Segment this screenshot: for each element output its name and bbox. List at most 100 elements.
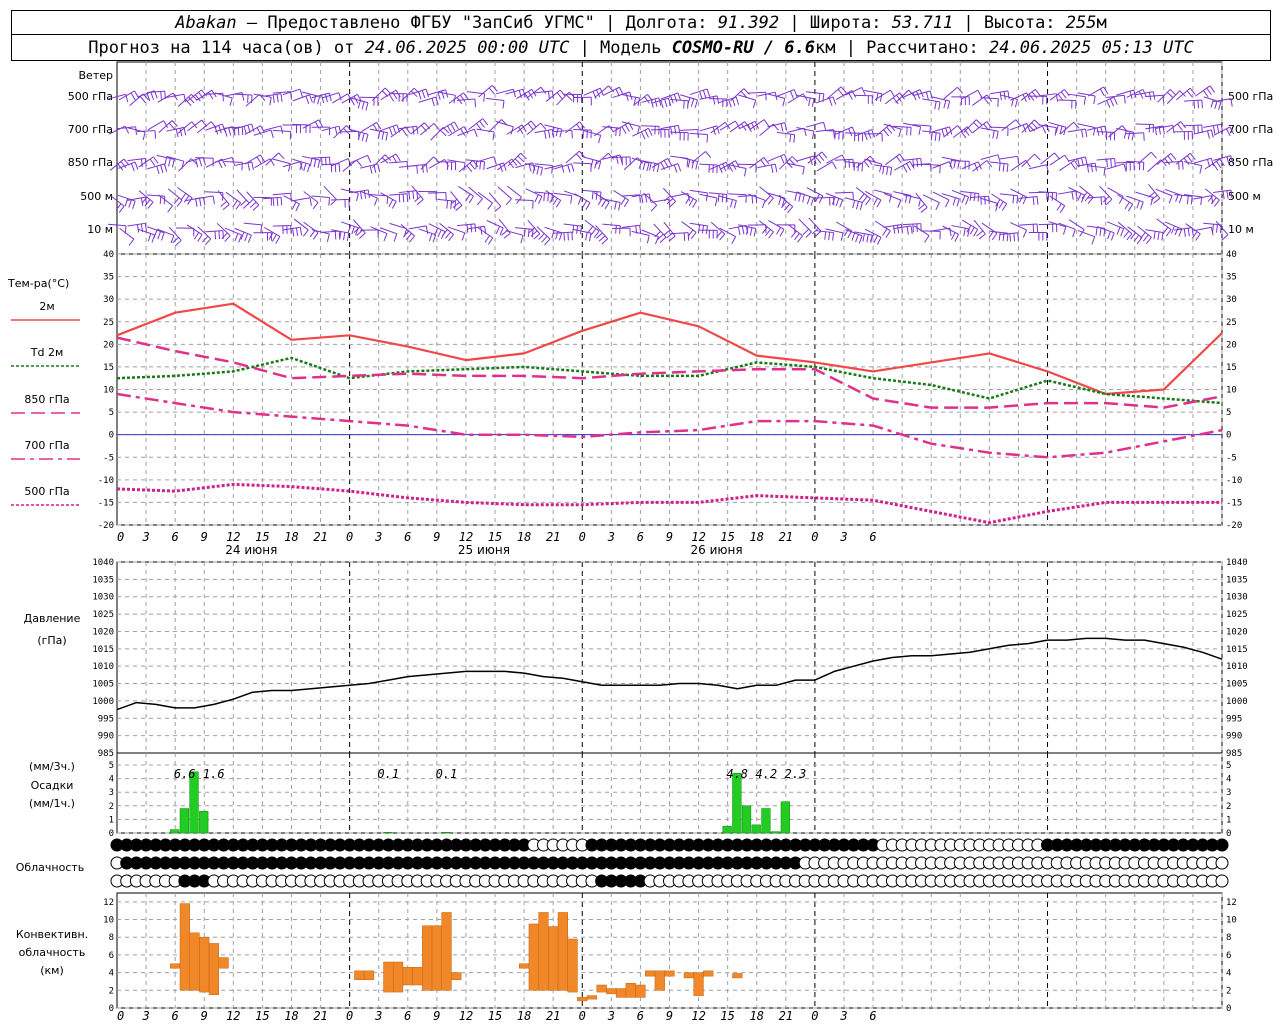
wind-barb-feather	[278, 152, 285, 160]
x-tick-label: 9	[433, 530, 440, 544]
wind-barb	[127, 196, 146, 201]
wind-barb-feather	[596, 89, 601, 98]
wind-barb-feather	[318, 119, 324, 128]
wind-barb-feather	[1187, 228, 1190, 237]
wind-barb-feather	[789, 158, 796, 166]
wind-barb-feather	[1146, 237, 1152, 244]
wind-barb-feather	[1140, 201, 1144, 210]
wind-barb-feather	[973, 122, 980, 129]
wind-barb-feather	[640, 131, 646, 140]
wind-barb-feather	[343, 127, 350, 135]
wind-barb	[311, 156, 330, 159]
wind-barb-feather	[314, 121, 320, 130]
convective-bar	[179, 903, 190, 991]
wind-barb-feather	[377, 163, 381, 172]
wind-barb	[418, 228, 436, 236]
wind-barb-feather	[555, 200, 562, 208]
wind-barb-feather	[1183, 157, 1190, 165]
wind-barb	[371, 87, 386, 101]
wind-barb	[330, 198, 349, 201]
wind-barb-feather	[1001, 203, 1008, 211]
wind-barb	[621, 121, 640, 127]
wind-barb	[1154, 124, 1173, 129]
wind-barb-feather	[673, 164, 678, 173]
wind-barb-feather	[309, 230, 316, 238]
temperature-legend-label: 500 гПа	[24, 485, 69, 498]
wind-barb	[282, 161, 301, 168]
wind-barb	[1001, 119, 1017, 132]
wind-barb	[595, 225, 609, 240]
wind-barb	[524, 162, 543, 169]
wind-barb	[109, 194, 125, 207]
wind-barb	[187, 119, 203, 132]
wind-barb-feather	[677, 163, 682, 172]
wind-barb-feather	[873, 235, 878, 243]
wind-barb-feather	[326, 233, 330, 242]
wind-barb-feather	[476, 123, 482, 131]
wind-barb-feather	[1230, 98, 1233, 107]
wind-barb-feather	[369, 165, 373, 174]
wind-barb	[1010, 188, 1027, 198]
wind-barb-feather	[128, 238, 135, 246]
wind-barb	[641, 160, 660, 165]
wind-barb-feather	[811, 98, 815, 107]
convective-ytick-right: 8	[1226, 933, 1231, 943]
wind-barb-feather	[482, 118, 489, 126]
wind-barb-feather	[890, 167, 893, 176]
wind-barb-feather	[965, 196, 970, 205]
wind-barb-feather	[493, 156, 497, 165]
wind-barb	[651, 158, 668, 168]
convective-bar	[199, 936, 210, 993]
wind-barb-feather	[1100, 196, 1103, 206]
wind-barb	[1155, 188, 1173, 197]
wind-barb-feather	[1153, 197, 1161, 204]
wind-barb	[972, 160, 988, 172]
wind-barb-feather	[808, 97, 811, 107]
wind-barb	[447, 159, 466, 164]
wind-barb	[323, 186, 337, 200]
wind-barb-feather	[549, 195, 555, 204]
convective-bar	[635, 984, 646, 998]
precipitation-bar	[732, 772, 742, 834]
wind-barb	[990, 161, 1009, 165]
wind-barb-feather	[530, 230, 538, 237]
wind-barb	[1135, 123, 1154, 126]
wind-barb	[282, 88, 301, 96]
wind-barb-feather	[717, 193, 720, 202]
wind-barb-feather	[963, 128, 970, 136]
wind-barb-feather	[130, 163, 135, 172]
wind-barb	[186, 224, 203, 236]
wind-barb-feather	[780, 123, 784, 132]
wind-barb	[912, 124, 931, 127]
wind-barb-feather	[272, 94, 275, 103]
wind-barb	[613, 189, 629, 201]
wind-barb	[922, 130, 941, 134]
temperature-series-2	[116, 336, 1223, 409]
wind-barb	[1185, 223, 1201, 235]
wind-barb-feather	[291, 201, 297, 210]
wind-barb-feather	[247, 198, 254, 206]
precipitation-unit-top: (мм/3ч.)	[29, 760, 75, 773]
wind-barb	[980, 127, 999, 132]
wind-barb	[689, 132, 708, 136]
wind-barb-feather	[292, 228, 295, 237]
wind-barb-feather	[406, 161, 409, 170]
wind-barb-feather	[896, 94, 902, 102]
wind-barb	[265, 152, 279, 166]
wind-barb-feather	[818, 93, 821, 102]
temperature-series-0	[116, 302, 1223, 396]
wind-barb-feather	[251, 123, 255, 132]
wind-barb-feather	[524, 93, 530, 101]
wind-barb-feather	[780, 155, 785, 164]
wind-barb-feather	[465, 193, 471, 202]
wind-barb-feather	[141, 196, 148, 204]
wind-barb-feather	[435, 96, 439, 105]
x-tick-label: 18	[517, 530, 531, 544]
wind-barb-feather	[828, 232, 831, 241]
wind-barb	[370, 226, 388, 235]
x-tick-label: 0	[117, 1009, 124, 1023]
wind-barb-feather	[1182, 161, 1184, 170]
wind-barb-feather	[398, 194, 401, 203]
wind-barb-feather	[527, 123, 534, 131]
wind-barb-feather	[660, 100, 664, 109]
